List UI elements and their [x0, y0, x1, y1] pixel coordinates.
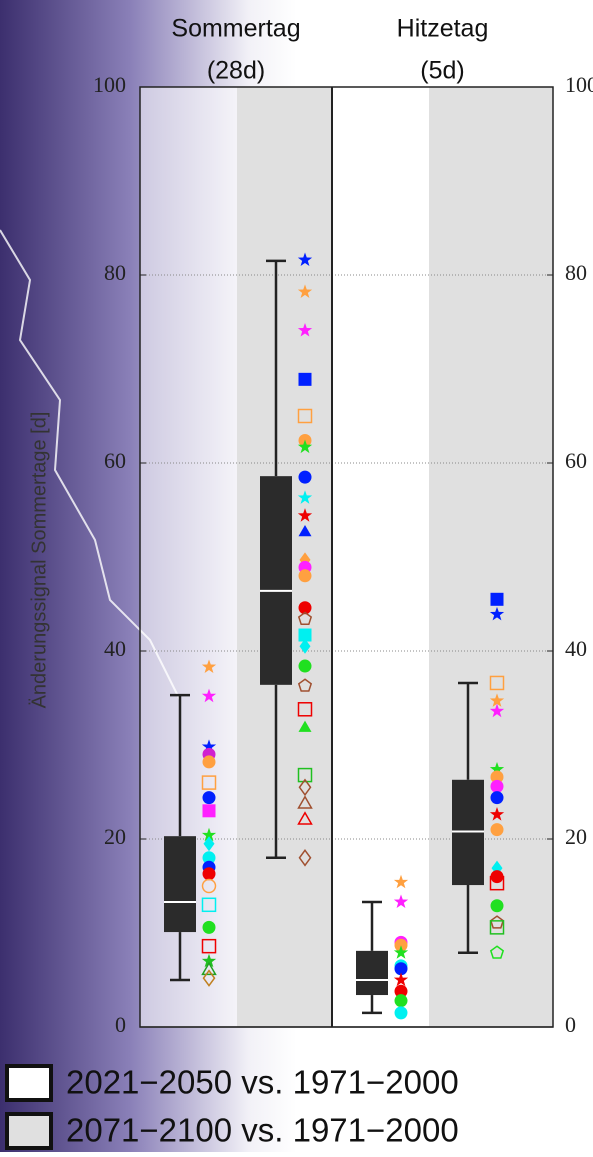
model-point: [491, 899, 504, 912]
y-tick-label: 0: [115, 1012, 126, 1037]
panel-subtitle: (28d): [207, 57, 265, 85]
model-point: [203, 791, 216, 804]
box: [164, 836, 196, 932]
model-point: [299, 569, 312, 582]
y-tick-label: 20: [104, 824, 126, 849]
box: [260, 476, 292, 685]
y-tick-label: 40: [104, 636, 126, 661]
model-point: [203, 804, 216, 817]
model-point: [299, 373, 312, 386]
y-tick-label: 80: [104, 260, 126, 285]
panel-subtitle: (5d): [420, 57, 464, 85]
model-point: [491, 823, 504, 836]
page: {"chart_data":{"type":"box", "ylabel":"Ä…: [0, 0, 593, 1152]
y2-tick-label: 60: [565, 448, 587, 473]
panel-title: Sommertag: [171, 15, 300, 43]
model-point: [491, 593, 504, 606]
model-point: [203, 755, 216, 768]
panel-light: [332, 87, 429, 1027]
model-point: [491, 791, 504, 804]
model-point: [299, 660, 312, 673]
y2-tick-label: 0: [565, 1012, 576, 1037]
model-point: [203, 867, 216, 880]
legend-swatch: [7, 1066, 51, 1100]
y2-tick-label: 80: [565, 260, 587, 285]
box: [356, 951, 388, 995]
y-tick-label: 60: [104, 448, 126, 473]
legend-label: 2021−2050 vs. 1971−2000: [66, 1064, 459, 1101]
model-point: [299, 471, 312, 484]
y-axis-label: Änderungssignal Sommertage [d]: [28, 412, 50, 709]
y-tick-label: 100: [93, 72, 126, 97]
legend-swatch: [7, 1114, 51, 1148]
y2-tick-label: 100: [565, 72, 593, 97]
chart: Änderungssignal Sommertage [d] 0 20 40 60 80…: [0, 0, 593, 1152]
legend-label: 2071−2100 vs. 1971−2000: [66, 1112, 459, 1149]
model-point: [395, 994, 408, 1007]
model-point: [203, 921, 216, 934]
y2-tick-label: 40: [565, 636, 587, 661]
model-point: [395, 1006, 408, 1019]
panel-title: Hitzetag: [397, 15, 489, 43]
model-point: [491, 780, 504, 793]
y2-tick-label: 20: [565, 824, 587, 849]
